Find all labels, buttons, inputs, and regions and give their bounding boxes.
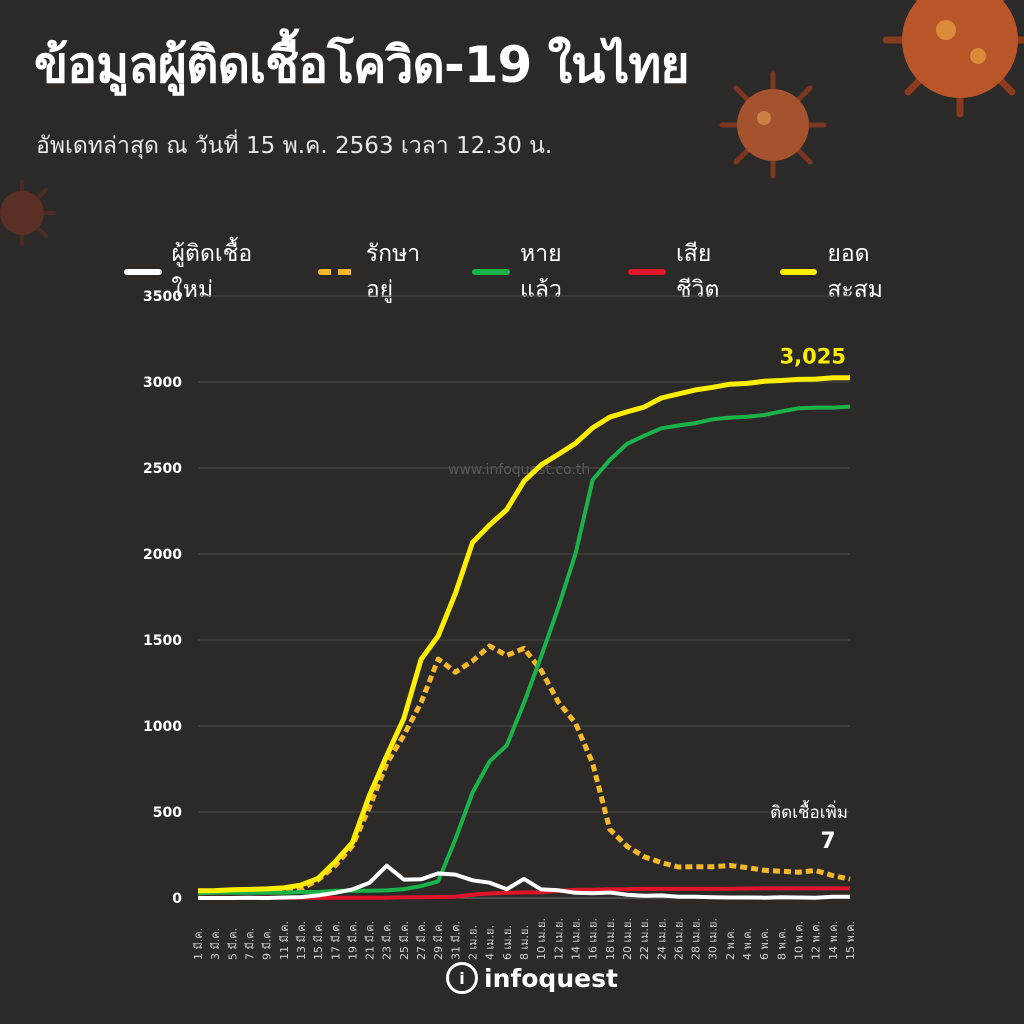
- brand-name: infoquest: [484, 963, 618, 993]
- x-tick-label: 2 พ.ค.: [724, 928, 737, 960]
- x-tick-label: 16 เม.ย.: [587, 918, 600, 960]
- new-cases-value-label: 7: [820, 829, 835, 854]
- legend-swatch-recovered: [472, 269, 511, 275]
- x-tick-label: 10 เม.ย.: [535, 918, 548, 960]
- x-tick-label: 7 มี.ค.: [243, 928, 256, 960]
- x-tick-label: 10 พ.ค.: [793, 921, 806, 960]
- x-tick-label: 4 พ.ค.: [741, 928, 754, 960]
- y-tick-label: 2000: [143, 547, 182, 563]
- legend-item-deaths: เสียชีวิต: [628, 236, 753, 308]
- legend-label-recovered: หายแล้ว: [520, 241, 562, 303]
- info-icon: i: [446, 962, 478, 994]
- x-tick-label: 5 มี.ค.: [226, 928, 239, 960]
- x-tick-label: 15 มี.ค.: [312, 921, 325, 960]
- legend-item-new: ผู้ติดเชื้อใหม่: [124, 236, 292, 308]
- x-tick-label: 11 มี.ค.: [278, 921, 291, 960]
- watermark: www.infoquest.co.th: [448, 462, 591, 478]
- x-tick-label: 17 มี.ค.: [329, 921, 342, 960]
- virus-icon: [719, 71, 827, 179]
- legend-item-recovered: หายแล้ว: [472, 236, 602, 308]
- x-tick-label: 8 พ.ค.: [775, 928, 788, 960]
- legend-swatch-deaths: [628, 269, 666, 275]
- y-tick-label: 0: [172, 891, 182, 907]
- x-tick-label: 18 เม.ย.: [604, 918, 617, 960]
- x-tick-label: 8 เม.ย.: [518, 925, 531, 960]
- legend-label-cumulative: ยอดสะสม: [827, 241, 883, 303]
- x-tick-label: 14 พ.ค.: [827, 921, 840, 960]
- legend-swatch-cumulative: [779, 269, 818, 275]
- y-tick-label: 3500: [143, 289, 182, 305]
- x-tick-label: 3 มี.ค.: [209, 928, 222, 960]
- update-subtitle: อัพเดทล่าสุด ณ วันที่ 15 พ.ค. 2563 เวลา …: [36, 133, 553, 159]
- y-tick-label: 1000: [143, 719, 182, 735]
- cumulative-value-label: 3,025: [780, 345, 846, 369]
- brand-logo: i infoquest: [446, 962, 618, 994]
- x-tick-label: 19 มี.ค.: [346, 921, 359, 960]
- new-cases-caption: ติดเชื้อเพิ่ม: [770, 800, 848, 823]
- x-tick-label: 9 มี.ค.: [261, 928, 274, 960]
- y-tick-label: 1500: [143, 633, 182, 649]
- x-tick-label: 24 เม.ย.: [655, 918, 668, 960]
- chart-legend: ผู้ติดเชื้อใหม่ รักษาอยู่ หายแล้ว เสียชี…: [124, 236, 924, 308]
- x-tick-label: 27 มี.ค.: [415, 921, 428, 960]
- virus-icon: [0, 180, 56, 246]
- x-tick-label: 15 พ.ค.: [844, 921, 857, 960]
- x-tick-label: 29 มี.ค.: [432, 921, 445, 960]
- x-tick-label: 4 เม.ย.: [484, 925, 497, 960]
- x-tick-label: 12 พ.ค.: [810, 921, 823, 960]
- page-title: ข้อมูลผู้ติดเชื้อโควิด-19 ในไทย: [34, 36, 690, 94]
- legend-item-active: รักษาอยู่: [318, 236, 446, 308]
- x-tick-label: 6 เม.ย.: [501, 925, 514, 960]
- legend-swatch-new: [124, 269, 162, 275]
- legend-swatch-active: [318, 269, 356, 275]
- cumulative-line: [197, 375, 850, 894]
- legend-label-active: รักษาอยู่: [365, 241, 421, 303]
- x-tick-label: 31 มี.ค.: [449, 921, 462, 960]
- new-cases-line: [198, 863, 850, 900]
- x-tick-label: 13 มี.ค.: [295, 921, 308, 960]
- x-tick-label: 1 มี.ค.: [192, 928, 205, 960]
- y-tick-label: 2500: [143, 461, 182, 477]
- x-tick-label: 20 เม.ย.: [621, 918, 634, 960]
- x-tick-label: 6 พ.ค.: [758, 928, 771, 960]
- legend-item-cumulative: ยอดสะสม: [779, 236, 924, 308]
- x-tick-label: 25 มี.ค.: [398, 921, 411, 960]
- x-tick-label: 30 เม.ย.: [707, 918, 720, 960]
- x-tick-label: 14 เม.ย.: [569, 918, 582, 960]
- recovered-line: [197, 404, 851, 896]
- x-tick-label: 22 เม.ย.: [638, 918, 651, 960]
- y-tick-label: 3000: [143, 375, 182, 391]
- x-tick-label: 28 เม.ย.: [690, 918, 703, 960]
- legend-label-new: ผู้ติดเชื้อใหม่: [171, 241, 253, 303]
- virus-icon: [882, 0, 1024, 118]
- y-tick-label: 500: [153, 805, 182, 821]
- legend-label-deaths: เสียชีวิต: [675, 241, 720, 303]
- x-tick-label: 21 มี.ค.: [364, 921, 377, 960]
- x-tick-label: 12 เม.ย.: [552, 918, 565, 960]
- x-tick-label: 23 มี.ค.: [381, 921, 394, 960]
- active-line: [197, 643, 851, 894]
- x-tick-label: 2 เม.ย.: [467, 925, 480, 960]
- x-tick-label: 26 เม.ย.: [672, 918, 685, 960]
